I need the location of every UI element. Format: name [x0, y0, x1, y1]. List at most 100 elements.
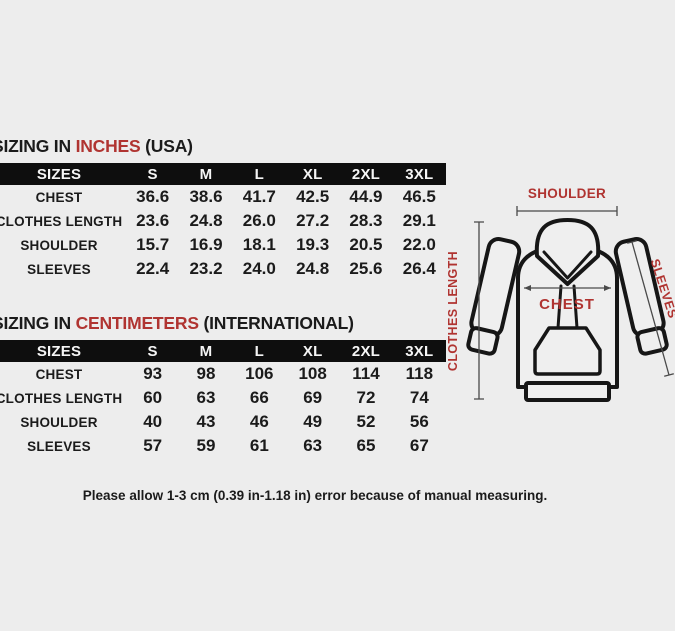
- cell: 63: [196, 388, 216, 407]
- col-header-3xl: 3XL: [392, 163, 446, 185]
- hoodie-hem: [524, 381, 611, 402]
- cell: 49: [303, 412, 323, 431]
- col-header-2xl: 2XL: [339, 340, 393, 362]
- cell: 46: [249, 412, 269, 431]
- col-header-m: M: [179, 163, 233, 185]
- row-label-clothes-length: CLOTHES LENGTH: [0, 390, 123, 406]
- inches-table-title: SIZING IN INCHES (USA): [0, 135, 446, 157]
- col-header-m: M: [179, 340, 233, 362]
- row-label-sleeves: SLEEVES: [27, 438, 91, 454]
- cell: 24.0: [242, 259, 276, 278]
- cell: 60: [143, 388, 163, 407]
- cell: 61: [249, 436, 269, 455]
- table-row-shoulder: SHOULDER 40 43 46 49 52 56: [0, 410, 446, 434]
- chest-label: CHEST: [539, 296, 595, 313]
- centimeters-table-title: SIZING IN CENTIMETERS (INTERNATIONAL): [0, 312, 446, 334]
- cell: 28.3: [349, 211, 383, 230]
- cell: 93: [143, 364, 163, 383]
- cell: 98: [196, 364, 216, 383]
- cell: 65: [356, 436, 376, 455]
- sleeves-measure-line: [627, 240, 674, 377]
- cell: 16.9: [189, 235, 223, 254]
- title-unit-inches: INCHES: [75, 136, 141, 156]
- shoulder-measure-line: [516, 206, 618, 216]
- clothes-length-label: CLOTHES LENGTH: [446, 251, 460, 371]
- cell: 20.5: [349, 235, 383, 254]
- cell: 24.8: [296, 259, 330, 278]
- hoodie-drawstrings: [556, 284, 579, 330]
- row-label-sleeves: SLEEVES: [27, 261, 91, 277]
- cell: 19.3: [296, 235, 330, 254]
- row-label-shoulder: SHOULDER: [20, 414, 98, 430]
- cell: 52: [356, 412, 376, 431]
- table-row-shoulder: SHOULDER 15.7 16.9 18.1 19.3 20.5 22.0: [0, 233, 446, 257]
- cell: 69: [303, 388, 323, 407]
- col-header-l: L: [232, 163, 286, 185]
- table-row-clothes-length: CLOTHES LENGTH 23.6 24.8 26.0 27.2 28.3 …: [0, 209, 446, 233]
- col-header-s: S: [126, 163, 180, 185]
- cell: 46.5: [402, 187, 436, 206]
- cell: 106: [245, 364, 274, 383]
- cell: 36.6: [136, 187, 170, 206]
- cell: 43: [196, 412, 216, 431]
- chest-arrow-right: [604, 285, 611, 291]
- hoodie-hood: [534, 218, 601, 286]
- col-header-sizes: SIZES: [0, 340, 126, 362]
- cell: 56: [409, 412, 429, 431]
- row-label-chest: CHEST: [35, 189, 83, 205]
- inches-size-table: SIZES S M L XL 2XL 3XL CHEST 36.6 38.6 4…: [0, 163, 446, 281]
- cell: 23.6: [136, 211, 170, 230]
- cell: 108: [298, 364, 327, 383]
- chest-arrow-left: [524, 285, 531, 291]
- cell: 118: [405, 364, 434, 383]
- table-row-sleeves: SLEEVES 57 59 61 63 65 67: [0, 434, 446, 458]
- cell: 29.1: [402, 211, 436, 230]
- measurement-lines: [474, 206, 674, 400]
- cell: 63: [303, 436, 323, 455]
- cell: 66: [249, 388, 269, 407]
- col-header-xl: XL: [285, 340, 340, 362]
- table-row-chest: CHEST 93 98 106 108 114 118: [0, 362, 446, 386]
- title-suffix: (INTERNATIONAL): [203, 313, 354, 333]
- measuring-error-note: Please allow 1-3 cm (0.39 in-1.18 in) er…: [82, 488, 548, 503]
- row-label-clothes-length: CLOTHES LENGTH: [0, 213, 123, 229]
- cell: 114: [352, 364, 380, 383]
- col-header-2xl: 2XL: [339, 163, 393, 185]
- cell: 22.0: [402, 235, 436, 254]
- cell: 22.4: [136, 259, 170, 278]
- clothes-length-measure-line: [474, 221, 484, 400]
- cell: 59: [196, 436, 216, 455]
- cell: 72: [356, 388, 376, 407]
- title-suffix: (USA): [145, 136, 193, 156]
- header-row: SIZES S M L XL 2XL 3XL: [0, 163, 446, 185]
- cell: 24.8: [189, 211, 223, 230]
- shoulder-label: SHOULDER: [528, 186, 606, 201]
- hoodie-pocket: [533, 326, 602, 376]
- cell: 40: [143, 412, 163, 431]
- cell: 44.9: [349, 187, 383, 206]
- header-row: SIZES S M L XL 2XL 3XL: [0, 340, 446, 362]
- cell: 26.0: [242, 211, 276, 230]
- centimeters-size-table: SIZES S M L XL 2XL 3XL CHEST 93 98 106 1…: [0, 340, 446, 458]
- cell: 25.6: [349, 259, 383, 278]
- cell: 38.6: [189, 187, 223, 206]
- title-prefix: SIZING IN: [0, 136, 71, 156]
- cell: 41.7: [242, 187, 276, 206]
- table-row-chest: CHEST 36.6 38.6 41.7 42.5 44.9 46.5: [0, 185, 446, 209]
- cell: 57: [143, 436, 163, 455]
- cell: 18.1: [242, 235, 276, 254]
- hoodie-measurement-diagram: SHOULDER CHEST CLOTHES LENGTH SLEEVES: [446, 186, 675, 402]
- col-header-xl: XL: [285, 163, 340, 185]
- hood-inner-edge: [542, 250, 593, 280]
- row-label-chest: CHEST: [35, 366, 83, 382]
- col-header-sizes: SIZES: [0, 163, 126, 185]
- title-unit-centimeters: CENTIMETERS: [75, 313, 199, 333]
- cell: 23.2: [189, 259, 223, 278]
- col-header-s: S: [126, 340, 180, 362]
- cell: 74: [409, 388, 429, 407]
- cell: 15.7: [136, 235, 170, 254]
- hoodie-left-sleeve: [466, 237, 522, 356]
- inches-sizing-section: SIZING IN INCHES (USA) SIZES S M L XL 2X…: [0, 135, 446, 281]
- col-header-3xl: 3XL: [392, 340, 446, 362]
- cell: 26.4: [402, 259, 436, 278]
